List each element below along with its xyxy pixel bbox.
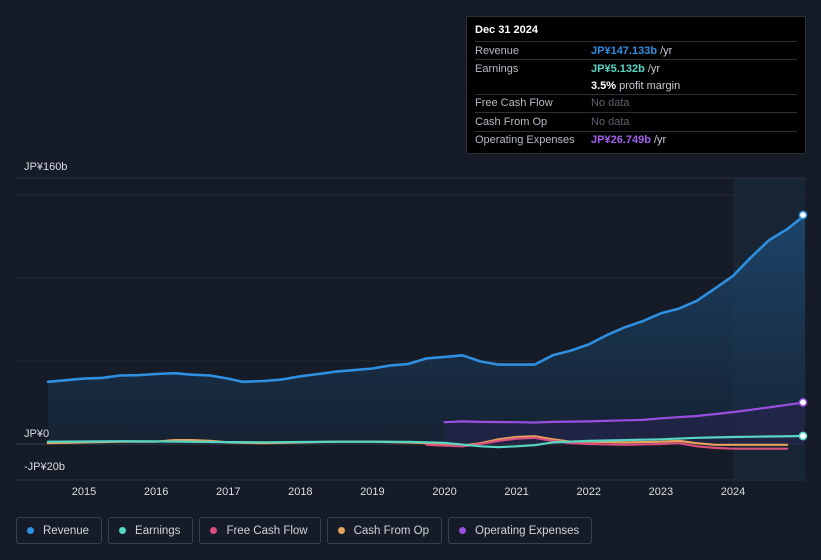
tooltip-value: No data xyxy=(591,97,630,110)
legend-dot-icon xyxy=(210,527,218,534)
tooltip-value: JP¥147.133b xyxy=(591,44,658,57)
legend-item-revenue[interactable]: Revenue xyxy=(16,517,103,544)
x-tick-label: 2018 xyxy=(288,486,312,498)
tooltip-row-cash-from-op: Cash From Op No data xyxy=(475,112,797,130)
tooltip-value: JP¥5.132b xyxy=(591,63,645,76)
tooltip-profit-margin: 3.5% profit margin xyxy=(475,78,797,94)
earnings-end-marker xyxy=(798,431,808,441)
tooltip-unit: /yr xyxy=(647,63,661,76)
legend-item-cash-from-op[interactable]: Cash From Op xyxy=(326,517,443,544)
legend-dot-icon xyxy=(119,527,127,534)
legend-dot-icon xyxy=(27,527,34,534)
chart-legend: Revenue Earnings Free Cash Flow Cash Fro… xyxy=(16,517,593,544)
x-tick-label: 2019 xyxy=(360,486,384,498)
x-tick-label: 2015 xyxy=(72,486,96,498)
tooltip-date: Dec 31 2024 xyxy=(475,24,538,36)
tooltip-label: Cash From Op xyxy=(475,115,548,128)
revenue-line xyxy=(46,213,807,384)
revenue-end-marker xyxy=(798,210,808,220)
tooltip-label: Operating Expenses xyxy=(475,134,575,147)
tooltip-row-earnings: Earnings JP¥5.132b /yr xyxy=(475,59,797,77)
y-axis-bottom-label: -JP¥20b xyxy=(24,461,65,473)
tooltip-value: JP¥26.749b xyxy=(591,134,651,147)
tooltip-row-operating-expenses: Operating Expenses JP¥26.749b /yr xyxy=(475,130,797,149)
x-tick-label: 2017 xyxy=(216,486,240,498)
tooltip-label: Revenue xyxy=(475,44,520,57)
legend-item-earnings[interactable]: Earnings xyxy=(108,517,194,544)
revenue-area xyxy=(47,215,806,444)
x-tick-label: 2020 xyxy=(432,486,456,498)
profit-margin-value: 3.5% xyxy=(591,79,617,92)
tooltip-unit: /yr xyxy=(653,134,667,147)
x-tick-label: 2022 xyxy=(577,486,601,498)
x-tick-label: 2024 xyxy=(721,486,745,498)
legend-label: Cash From Op xyxy=(353,524,430,537)
tooltip-value: No data xyxy=(591,115,630,128)
tooltip-label: Free Cash Flow xyxy=(475,97,553,110)
free-cash-flow-line xyxy=(425,436,789,450)
operating-expenses-end-marker xyxy=(798,398,808,407)
legend-label: Revenue xyxy=(43,524,90,537)
tooltip-row-free-cash-flow: Free Cash Flow No data xyxy=(475,93,797,112)
y-axis-top-label: JP¥160b xyxy=(24,161,67,173)
y-axis-zero-label: JP¥0 xyxy=(24,428,49,440)
x-tick-label: 2021 xyxy=(504,486,528,498)
legend-label: Operating Expenses xyxy=(475,524,580,537)
data-tooltip: Dec 31 2024 Revenue JP¥147.133b /yr Earn… xyxy=(466,16,806,154)
earnings-line xyxy=(46,434,807,449)
tooltip-label: Earnings xyxy=(475,63,519,76)
legend-label: Free Cash Flow xyxy=(226,524,308,537)
legend-item-operating-expenses[interactable]: Operating Expenses xyxy=(448,517,593,544)
operating-expenses-line xyxy=(443,401,807,424)
legend-item-free-cash-flow[interactable]: Free Cash Flow xyxy=(199,517,321,544)
x-tick-label: 2023 xyxy=(649,486,673,498)
tooltip-unit: /yr xyxy=(660,44,673,57)
legend-dot-icon xyxy=(459,527,467,534)
operating-expenses-area xyxy=(444,402,806,444)
profit-margin-label: profit margin xyxy=(619,79,681,92)
tooltip-row-revenue: Revenue JP¥147.133b /yr xyxy=(475,41,797,59)
legend-dot-icon xyxy=(337,527,345,534)
legend-label: Earnings xyxy=(135,524,181,537)
x-tick-label: 2016 xyxy=(144,486,168,498)
